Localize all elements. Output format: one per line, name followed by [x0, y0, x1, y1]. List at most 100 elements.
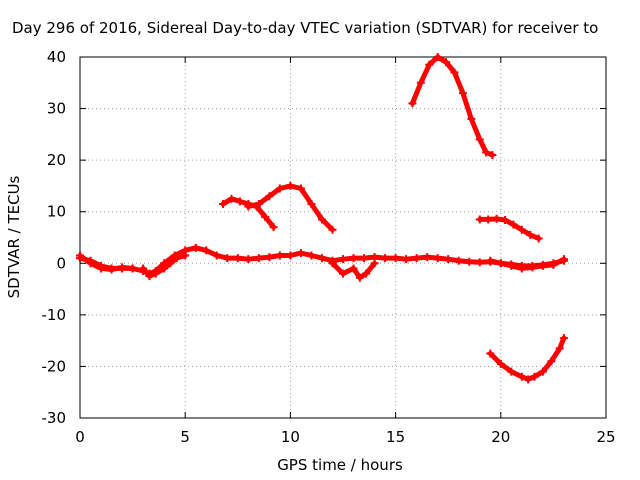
- data-point: [475, 215, 484, 224]
- data-point: [528, 263, 537, 272]
- data-point: [275, 184, 284, 193]
- data-point: [538, 261, 547, 270]
- series-band-19-22: [475, 214, 543, 243]
- data-point: [233, 254, 242, 263]
- x-tick-label: 20: [491, 428, 510, 446]
- series-low-wave-1: [76, 251, 137, 274]
- data-point: [172, 254, 181, 263]
- data-point: [223, 254, 232, 263]
- data-point: [402, 255, 411, 264]
- data-point: [296, 248, 305, 257]
- data-point: [517, 225, 526, 234]
- data-point: [166, 259, 175, 268]
- y-tick-label: 40: [47, 48, 66, 66]
- data-point: [484, 215, 493, 224]
- data-point: [559, 255, 568, 264]
- data-point: [254, 254, 263, 263]
- series-line: [487, 335, 567, 382]
- data-point: [219, 199, 228, 208]
- data-point: [317, 215, 326, 224]
- series-arc-7-9: [219, 194, 278, 232]
- y-tick-label: 10: [47, 203, 66, 221]
- data-point: [492, 214, 501, 223]
- series-dip-12-14: [328, 259, 379, 282]
- data-point: [442, 58, 451, 67]
- y-axis-label: SDTVAR / TECUs: [5, 175, 23, 298]
- data-point: [444, 255, 453, 264]
- data-point: [509, 220, 518, 229]
- data-point: [254, 199, 263, 208]
- x-tick-label: 10: [281, 428, 300, 446]
- data-point: [227, 194, 236, 203]
- data-point: [482, 148, 491, 157]
- data-point: [433, 53, 442, 61]
- series-low-wave-2: [139, 251, 190, 281]
- data-point: [349, 254, 358, 263]
- data-point: [486, 256, 495, 265]
- data-point: [524, 375, 533, 384]
- data-point: [360, 254, 369, 263]
- data-point: [547, 357, 556, 366]
- data-point: [517, 372, 526, 381]
- data-point: [355, 273, 364, 282]
- data-point: [381, 254, 390, 263]
- x-tick-label: 25: [596, 428, 615, 446]
- data-point: [507, 367, 516, 376]
- data-point: [202, 246, 211, 255]
- data-point: [151, 269, 160, 278]
- data-point: [307, 199, 316, 208]
- y-tick-label: 0: [56, 254, 66, 272]
- data-point: [307, 251, 316, 260]
- data-point: [339, 255, 347, 264]
- data-point: [526, 230, 535, 239]
- series-arc-8-12: [244, 181, 337, 234]
- data-point: [423, 253, 432, 262]
- data-point: [475, 258, 484, 267]
- data-point: [181, 251, 190, 260]
- data-point: [86, 259, 95, 268]
- data-point: [362, 269, 371, 278]
- data-point: [496, 259, 505, 268]
- data-point: [408, 99, 417, 108]
- data-point: [265, 192, 274, 201]
- data-point: [235, 197, 244, 206]
- data-point: [97, 264, 106, 273]
- data-point: [559, 334, 568, 343]
- data-point: [549, 260, 558, 269]
- y-tick-label: -10: [42, 306, 67, 324]
- y-tick-label: 20: [47, 151, 66, 169]
- data-point: [450, 68, 459, 77]
- data-point: [261, 212, 270, 221]
- data-point: [454, 256, 463, 265]
- data-point: [486, 349, 495, 358]
- series-peak-16-20: [408, 53, 497, 159]
- data-point: [128, 264, 137, 273]
- data-point: [370, 259, 379, 268]
- data-point: [118, 263, 127, 272]
- data-point: [191, 243, 200, 252]
- data-point: [416, 78, 425, 87]
- data-point: [244, 202, 253, 211]
- data-point: [265, 253, 274, 262]
- data-point: [488, 150, 497, 159]
- data-point: [107, 265, 116, 274]
- data-point: [475, 135, 484, 144]
- data-point: [76, 251, 84, 260]
- data-point: [296, 184, 305, 193]
- chart-title: Day 296 of 2016, Sidereal Day-to-day VTE…: [12, 19, 598, 37]
- data-point: [328, 225, 337, 234]
- x-axis-label: GPS time / hours: [277, 456, 403, 474]
- data-point: [339, 269, 347, 278]
- series-line: [330, 260, 378, 281]
- data-point: [517, 264, 526, 273]
- y-axis-ticks: -30 -20 -10 0 10 20 30 40: [42, 48, 606, 427]
- data-point: [534, 234, 543, 243]
- data-point: [412, 254, 421, 263]
- data-point: [244, 255, 253, 264]
- plot-frame: [79, 56, 607, 419]
- data-point: [433, 254, 442, 263]
- data-point: [286, 251, 295, 260]
- data-point: [496, 359, 505, 368]
- data-point: [507, 261, 516, 270]
- series-trough-19-23: [486, 334, 568, 384]
